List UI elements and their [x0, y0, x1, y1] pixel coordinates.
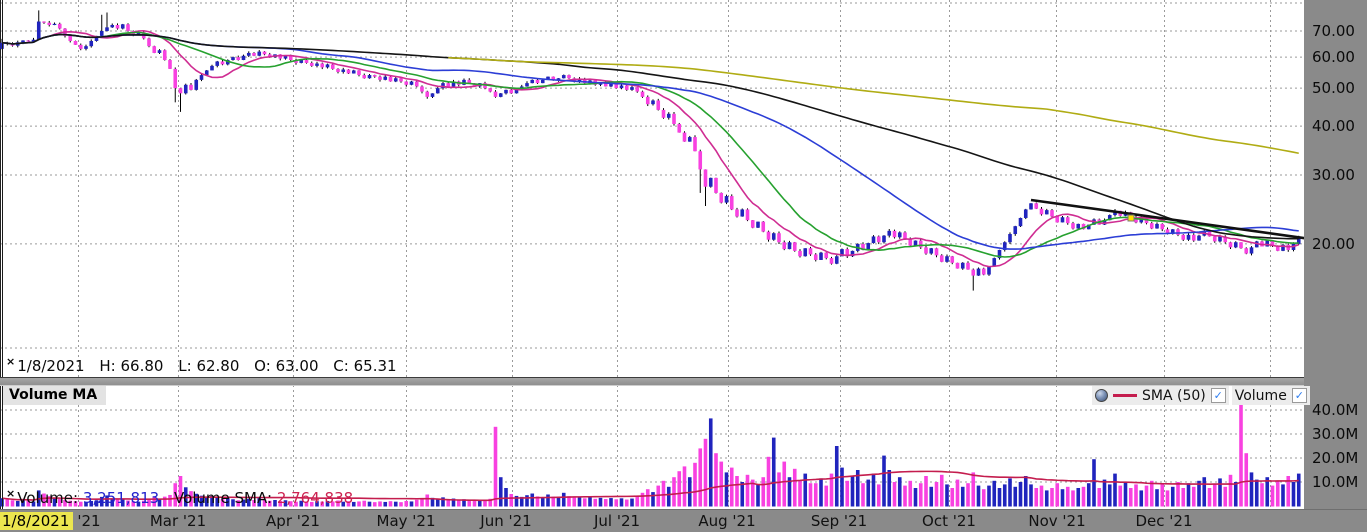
time-axis-label: Nov '21	[1028, 512, 1086, 530]
time-axis-label: '21	[77, 512, 101, 530]
price-tick-label: 30.00	[1312, 165, 1355, 184]
volume-tick-label: 30.0M	[1312, 425, 1359, 443]
open-value: 63.00	[275, 357, 319, 375]
volume-panel-legend: SMA (50) ✓ Volume ✓	[1092, 386, 1310, 405]
readout-date: 1/8/2021	[17, 357, 85, 375]
trendline-handle[interactable]	[1127, 214, 1135, 222]
low-value: 62.80	[196, 357, 240, 375]
time-axis-label: Dec '21	[1135, 512, 1193, 530]
volume-label: Volume:	[17, 489, 79, 507]
time-axis-label: Sep '21	[810, 512, 868, 530]
time-axis-label: Aug '21	[698, 512, 756, 530]
volume-legend-group: Volume ✓	[1231, 386, 1310, 405]
trendline[interactable]	[1030, 198, 1311, 241]
volume-tick-label: 40.0M	[1312, 401, 1359, 419]
time-axis-label: Apr '21	[266, 512, 320, 530]
sma-legend-group: SMA (50) ✓	[1092, 386, 1229, 405]
price-tick-label: 50.00	[1312, 79, 1355, 98]
ma-line-50	[1, 33, 1299, 250]
close-value: 65.31	[353, 357, 397, 375]
volume-panel-title: Volume MA	[3, 386, 107, 405]
time-axis: 1/8/2021'21 Mar '21 Apr '21 May '21 Jun '21 J…	[0, 509, 1367, 532]
ma-line-100	[1, 33, 1299, 240]
indicator-globe-icon[interactable]	[1095, 389, 1108, 402]
sma-visibility-checkbox[interactable]: ✓	[1210, 388, 1226, 403]
crosshair-date-tag: 1/8/2021	[0, 512, 74, 530]
price-crosshair-readout: × 1/8/2021 H: 66.80 L: 62.80 O: 63.00 C: …	[6, 355, 397, 375]
panel-separator[interactable]	[0, 377, 1304, 386]
price-tick-label: 70.00	[1312, 21, 1355, 40]
sma-line-sample-icon	[1113, 394, 1137, 397]
close-volume-readout-icon[interactable]: ×	[6, 487, 16, 500]
price-axis: 70.00 60.00 50.00 40.00 30.00 20.00 40.0M 30.0M…	[1304, 0, 1367, 509]
volume-visibility-checkbox[interactable]: ✓	[1291, 388, 1307, 403]
volume-crosshair-readout: × Volume: 3,251,813 Volume SMA: 2,764,838	[6, 487, 354, 507]
volume-value: 3,251,813	[82, 489, 160, 507]
volume-sma-line	[1, 470, 1299, 502]
price-tick-label: 60.00	[1312, 48, 1355, 67]
volume-sma-value: 2,764,838	[276, 489, 354, 507]
time-axis-label: Jun '21	[480, 512, 532, 530]
close-price-readout-icon[interactable]: ×	[6, 355, 16, 368]
gridlines	[0, 0, 1304, 509]
time-axis-label: May '21	[376, 512, 436, 530]
low-label: L:	[178, 357, 192, 375]
time-axis-label: Mar '21	[149, 512, 207, 530]
price-tick-label: 20.00	[1312, 234, 1355, 253]
volume-tick-label: 10.0M	[1312, 473, 1359, 491]
volume-bars	[0, 385, 1301, 507]
price-tick-label: 40.00	[1312, 117, 1355, 136]
open-label: O:	[254, 357, 271, 375]
ma-line-10	[1, 29, 1299, 268]
candles	[0, 10, 1301, 291]
high-value: 66.80	[120, 357, 164, 375]
ma-line-200	[448, 56, 1299, 155]
time-axis-label: Jul '21	[593, 512, 641, 530]
close-label: C:	[333, 357, 349, 375]
high-label: H:	[99, 357, 116, 375]
volume-legend-label: Volume	[1234, 387, 1287, 404]
time-axis-label: Oct '21	[922, 512, 976, 530]
sma-legend-label: SMA (50)	[1142, 387, 1206, 404]
volume-sma-label: Volume SMA:	[173, 489, 273, 507]
volume-tick-label: 20.0M	[1312, 449, 1359, 467]
